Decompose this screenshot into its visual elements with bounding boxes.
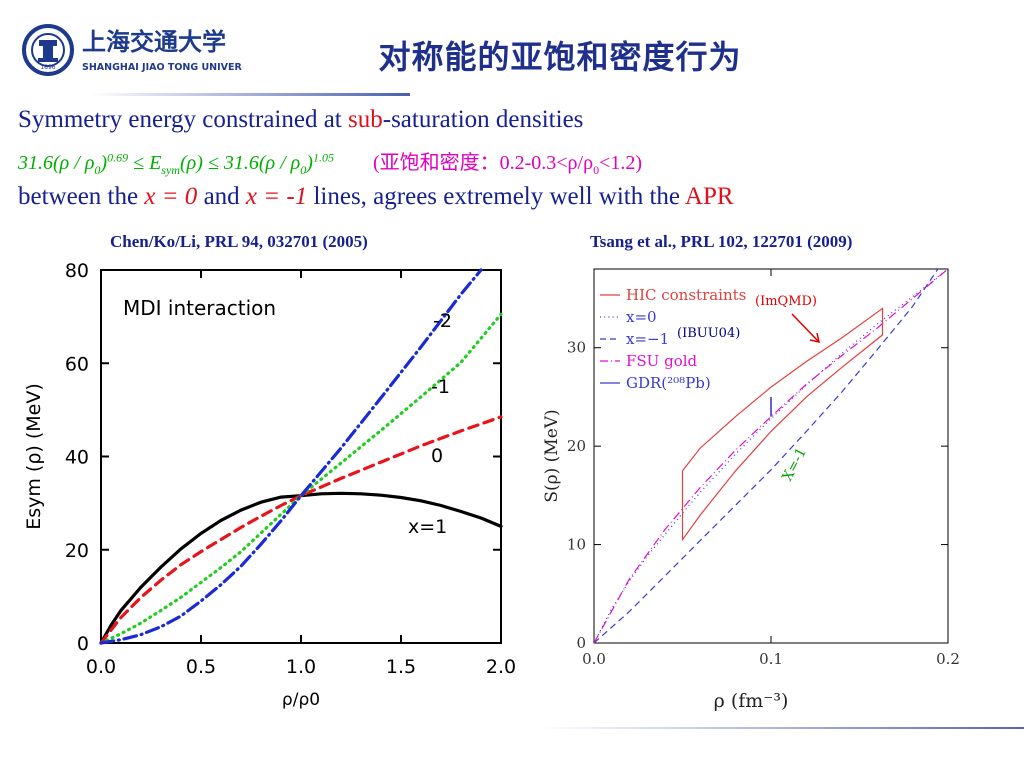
series-line-0 [99, 415, 503, 645]
intro-line: Symmetry energy constrained at sub-satur… [18, 106, 584, 133]
y-tick-label: 60 [65, 353, 89, 375]
citation-right: Tsang et al., PRL 102, 122701 (2009) [590, 232, 853, 251]
x-tick-label: 0.2 [936, 650, 960, 668]
footer-divider [540, 727, 1024, 729]
chart-title: MDI interaction [123, 296, 276, 320]
logo-english-text: SHANGHAI JIAO TONG UNIVERSITY [82, 62, 242, 73]
series-line--1 [99, 312, 503, 645]
x-tick-label: 0.1 [759, 650, 783, 668]
legend-label: x=0 [626, 308, 657, 326]
series-label: -2 [433, 310, 452, 332]
y-axis-label: Esym (ρ) (MeV) [23, 383, 45, 530]
legend-label: GDR(²⁰⁸Pb) [626, 374, 711, 392]
series-label: -1 [431, 376, 450, 398]
ibuu-annotation: (IBUU04) [677, 326, 740, 341]
y-tick-label: 80 [65, 260, 89, 282]
series-group [594, 269, 948, 643]
seal-icon: 1896 [22, 24, 74, 76]
slide-title: 对称能的亚饱和密度行为 [378, 38, 742, 76]
y-axis-label: S(ρ) (MeV) [542, 409, 562, 502]
x-tick-label: 0.0 [86, 656, 116, 678]
conclusion-line: between the x = 0 and x = -1 lines, agre… [18, 183, 734, 210]
series-line-x=−1 [594, 269, 939, 643]
x-tick-label: 1.5 [386, 656, 416, 678]
y-tick-label: 40 [65, 447, 89, 469]
series-line-FSU gold [594, 269, 948, 643]
plot-frame [100, 269, 502, 644]
legend-label: x=−1 [626, 330, 669, 348]
formula-line: 31.6(ρ / ρ0)0.69 ≤ Esym(ρ) ≤ 31.6(ρ / ρ0… [18, 146, 642, 178]
series-line--2 [99, 268, 483, 645]
legend-label: HIC constraints [626, 286, 746, 304]
y-tick-label: 20 [65, 540, 89, 562]
title-divider [90, 93, 410, 96]
hic-chart: 0.0 0.1 0.2 0 10 20 30 HIC constraints x=0 x=−1 FS… [542, 268, 960, 712]
svg-text:1896: 1896 [40, 64, 55, 71]
university-logo: 1896 上海交通大学 SHANGHAI JIAO TONG UNIVERSIT… [22, 22, 266, 78]
logo-chinese-text: 上海交通大学 [82, 28, 226, 56]
density-range-note: (亚饱和密度：0.2-0.3<ρ/ρ0<1.2) [372, 152, 643, 177]
mdi-chart: 0.0 0.5 1.0 1.5 2.0 0 20 40 60 80 MDI interaction x… [23, 260, 516, 710]
y-tick-label: 0 [576, 634, 586, 652]
x-axis-label: ρ/ρ0 [282, 690, 320, 710]
series-line-x=1 [99, 491, 503, 645]
x-tick-label: 0.5 [186, 656, 216, 678]
y-tick-label: 20 [567, 437, 586, 455]
series-label: 0 [431, 445, 443, 467]
plot-frame [593, 268, 949, 644]
imqmd-arrow [791, 313, 819, 342]
x-tick-label: 0.0 [582, 650, 606, 668]
citation-left: Chen/Ko/Li, PRL 94, 032701 (2005) [110, 232, 368, 251]
imqmd-annotation: (ImQMD) [755, 294, 817, 309]
y-tick-label: 10 [567, 536, 586, 554]
imqmd-arrowhead [809, 332, 820, 343]
x-tick-label: 2.0 [486, 656, 516, 678]
legend-label: FSU gold [626, 352, 698, 370]
y-tick-label: 0 [77, 633, 89, 655]
x-axis-label: ρ (fm⁻³) [714, 690, 789, 712]
formula: 31.6(ρ / ρ0)0.69 ≤ Esym(ρ) ≤ 31.6(ρ / ρ0… [18, 150, 334, 177]
series-label: x=1 [408, 516, 447, 538]
x-tick-label: 1.0 [286, 656, 316, 678]
series-line-HIC constraints [681, 307, 884, 542]
y-tick-label: 30 [567, 339, 586, 357]
